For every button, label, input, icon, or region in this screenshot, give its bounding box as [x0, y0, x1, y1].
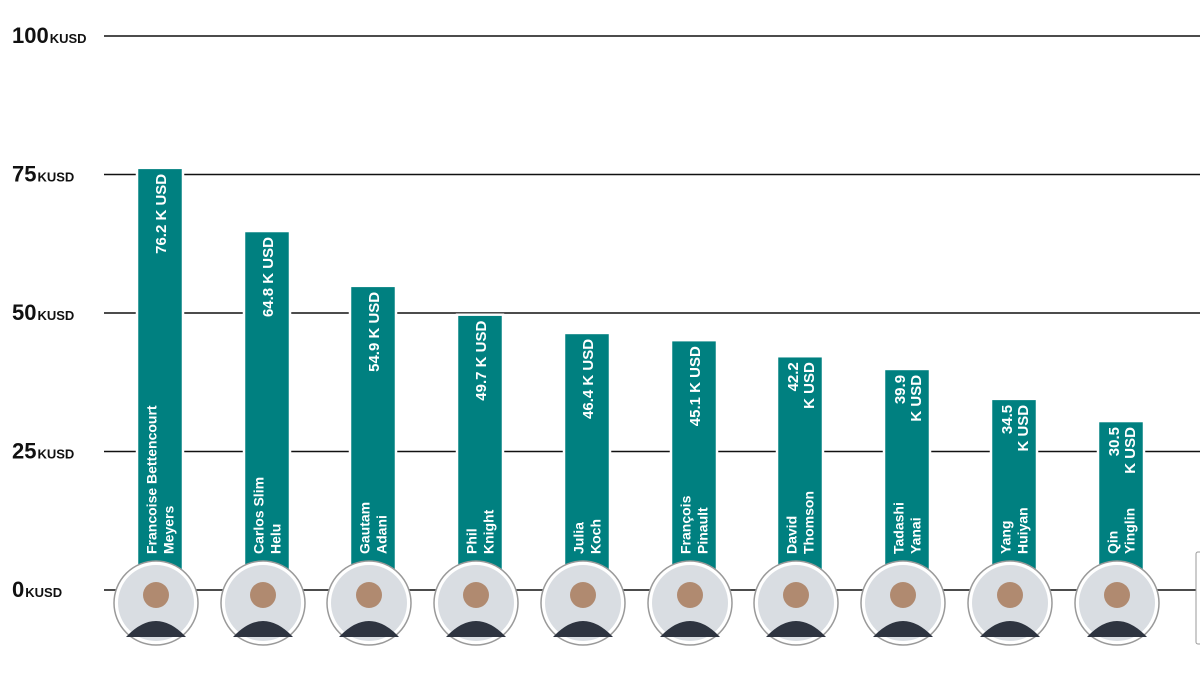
bar-name-label: YangHuiyan [998, 507, 1031, 554]
portrait-icon [326, 560, 412, 646]
portrait-icon [860, 560, 946, 646]
bar-name-label: JuliaKoch [571, 519, 604, 554]
bar-value-label: 42.2K USD [785, 362, 818, 409]
portrait-icon [647, 560, 733, 646]
portrait-icon [540, 560, 626, 646]
bar [882, 367, 932, 592]
panel-edge [1195, 551, 1200, 645]
portrait-icon [220, 560, 306, 646]
bar-name-label: DavidThomson [784, 491, 817, 554]
bar-name-label: TadashiYanai [891, 502, 924, 554]
bar-value-label: 45.1 K USD [687, 346, 704, 426]
bar [242, 229, 292, 592]
bar [989, 397, 1039, 592]
portrait-icon [753, 560, 839, 646]
bar [455, 313, 505, 592]
bar-value-label: 34.5K USD [999, 405, 1032, 452]
y-axis-ticks: 0KUSD 25KUSD 50KUSD 75KUSD 100KUSD [12, 23, 87, 602]
bar [669, 338, 719, 592]
bar-name-label: PhilKnight [464, 509, 497, 554]
bar-value-label: 30.5K USD [1106, 427, 1139, 474]
bar-name-label: QinYinglin [1105, 508, 1138, 554]
bar-value-label: 49.7 K USD [473, 321, 490, 401]
avatars [113, 551, 1200, 646]
y-tick-label: 0KUSD [12, 577, 62, 602]
bar-name-label: Carlos SlimHelu [251, 477, 284, 554]
bar-value-label: 76.2 K USD [153, 174, 170, 254]
portrait-icon [433, 560, 519, 646]
bar-value-label: 46.4 K USD [580, 339, 597, 419]
bars: 76.2 K USD Francoise BettencourtMeyers 64.… [135, 166, 1146, 592]
bar-name-label: FrançoisPinault [678, 495, 711, 554]
bar-value-label: 54.9 K USD [366, 292, 383, 372]
bar-name-label: GautamAdani [357, 502, 390, 554]
bar [775, 354, 825, 592]
y-tick-label: 75KUSD [12, 162, 74, 187]
portrait-icon [1074, 560, 1160, 646]
bar [562, 331, 612, 592]
bar-value-label: 64.8 K USD [260, 237, 277, 317]
bar [135, 166, 185, 592]
y-tick-label: 25KUSD [12, 439, 74, 464]
bar-value-label: 39.9K USD [892, 375, 925, 422]
y-tick-label: 50KUSD [12, 300, 74, 325]
portrait-icon [967, 560, 1053, 646]
y-tick-label: 100KUSD [12, 23, 87, 48]
bar-name-label: Francoise BettencourtMeyers [144, 405, 177, 554]
portrait-icon [113, 560, 199, 646]
